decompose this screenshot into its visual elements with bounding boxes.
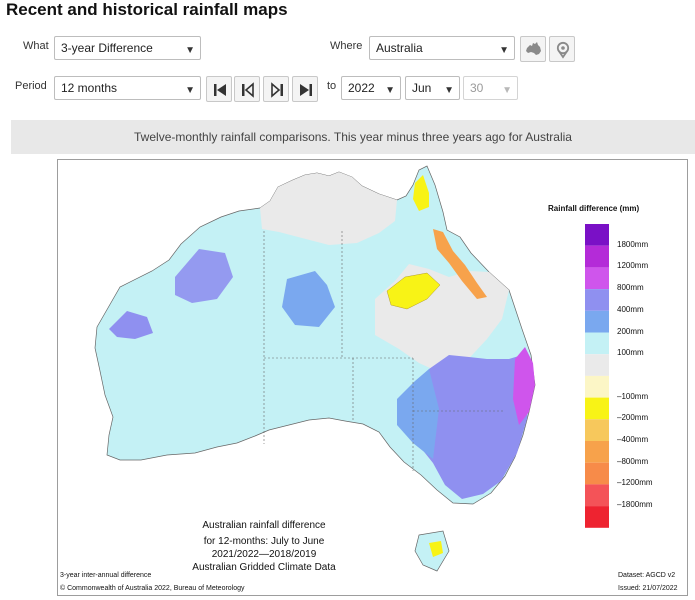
chevron-down-icon: ▼ [499, 45, 509, 56]
legend-swatch [585, 310, 609, 333]
next-button[interactable] [263, 76, 289, 102]
last-button[interactable] [292, 76, 318, 102]
map-caption-line1: Australian rainfall difference [202, 520, 326, 531]
period-select[interactable]: 12 months ▼ [54, 76, 201, 100]
legend-label: –100mm [617, 391, 649, 401]
legend-swatch [585, 506, 609, 528]
month-select[interactable]: Jun ▼ [405, 76, 460, 100]
legend-label: 100mm [617, 348, 644, 358]
chevron-down-icon: ▼ [385, 85, 395, 96]
blue-kimberley-patch [175, 249, 233, 303]
chevron-down-icon: ▼ [444, 85, 454, 96]
map-caption-line4: Australian Gridded Climate Data [192, 562, 336, 573]
legend-label: –400mm [617, 435, 649, 444]
legend-swatch [585, 224, 609, 246]
blue-east-region [397, 369, 439, 459]
page-title: Recent and historical rainfall maps [6, 0, 288, 19]
day-select[interactable]: 30 ▼ [463, 76, 518, 100]
legend-swatch [585, 462, 609, 485]
yellow-cape-york-region [413, 175, 429, 211]
where-select[interactable]: Australia ▼ [369, 36, 515, 60]
what-select[interactable]: 3-year Difference ▼ [54, 36, 201, 60]
legend-swatch [585, 267, 609, 290]
legend-swatch [585, 245, 609, 268]
legend-label: –1800mm [617, 500, 653, 510]
chevron-down-icon: ▼ [185, 45, 195, 56]
yellow-queensland-region [386, 272, 441, 310]
period-label: Period [15, 80, 47, 92]
legend-swatch [585, 332, 609, 355]
legend-swatches [585, 224, 609, 528]
first-button[interactable] [206, 76, 232, 102]
australia-map-button[interactable] [520, 36, 546, 62]
month-select-value: Jun [412, 81, 432, 95]
legend-swatch [585, 289, 609, 311]
legend-label: –800mm [617, 456, 649, 466]
legend-title: Rainfall difference (mm) [548, 204, 640, 213]
to-label: to [327, 80, 337, 92]
chevron-down-icon: ▼ [502, 85, 512, 96]
map-issued: Issued: 21/07/2022 [618, 585, 678, 592]
purple-east-region [413, 355, 531, 499]
tasmania-yellow [429, 541, 443, 557]
magenta-coast-region [513, 347, 535, 425]
map-caption-line3: 2021/2022—2018/2019 [211, 549, 317, 560]
legend-swatch [585, 419, 609, 441]
map-caption-line2: for 12-months: July to June [203, 536, 325, 547]
map-description-banner: Twelve-monthly rainfall comparisons. Thi… [11, 120, 695, 154]
where-label: Where [330, 40, 363, 52]
legend-swatch [585, 375, 609, 398]
year-select[interactable]: 2022 ▼ [341, 76, 401, 100]
legend-swatch [585, 354, 609, 376]
legend-label: 800mm [617, 283, 644, 293]
legend-swatch [585, 484, 609, 507]
legend-label: 1800mm [617, 239, 649, 249]
legend-label: –1200mm [617, 478, 653, 488]
location-button[interactable] [549, 36, 575, 62]
state-borders [263, 231, 505, 471]
period-select-value: 12 months [61, 81, 118, 95]
grey-north-region [260, 172, 397, 245]
rainfall-map [94, 165, 609, 572]
map-dataset: Dataset: AGCD v2 [618, 572, 676, 579]
year-select-value: 2022 [348, 81, 375, 95]
legend-label: –200mm [617, 413, 649, 423]
what-label: What [23, 40, 49, 52]
legend-label: 200mm [617, 326, 644, 336]
blue-central-patch [282, 271, 335, 327]
day-select-value: 30 [470, 81, 484, 95]
blue-western-patch [109, 311, 153, 339]
map-footer-left: 3-year inter-annual difference [60, 572, 152, 579]
what-select-value: 3-year Difference [61, 41, 153, 55]
legend-label: 400mm [617, 304, 644, 314]
legend-swatch [585, 441, 609, 463]
legend-label: 1200mm [617, 261, 649, 271]
where-select-value: Australia [376, 41, 423, 55]
chevron-down-icon: ▼ [185, 85, 195, 96]
map-copyright: © Commonwealth of Australia 2022, Bureau… [60, 585, 245, 592]
orange-coastal-strip [433, 229, 487, 299]
prev-button[interactable] [234, 76, 260, 102]
legend-swatch [585, 397, 609, 420]
